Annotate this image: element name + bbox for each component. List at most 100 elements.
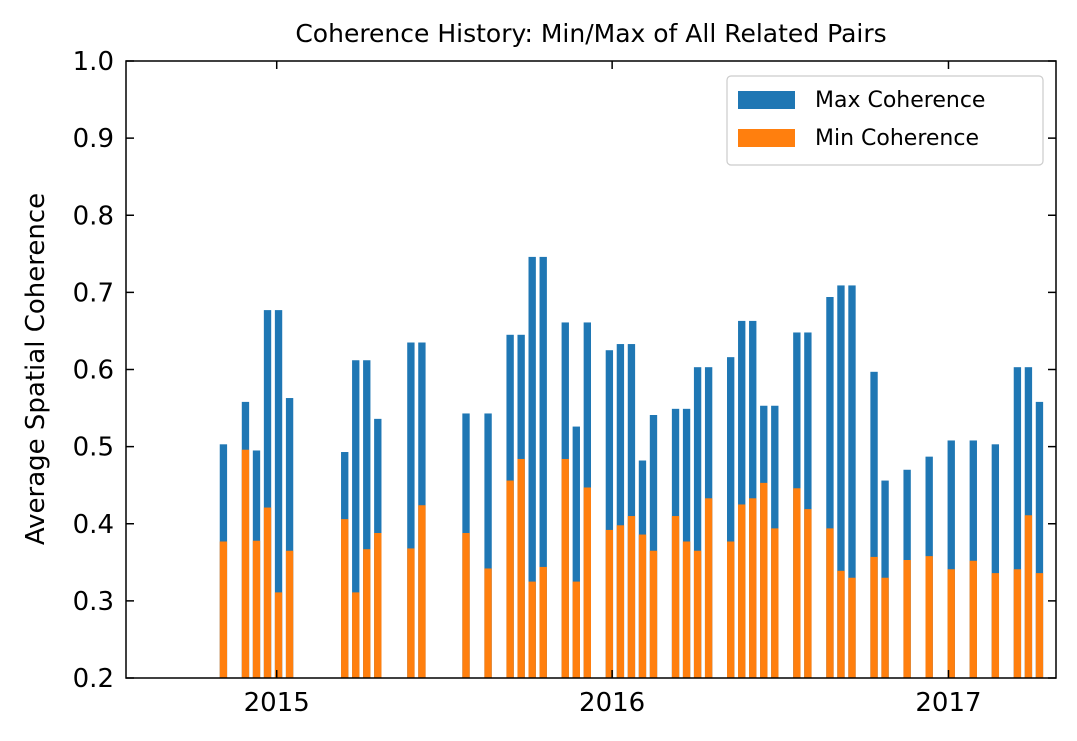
min-coherence-bar bbox=[793, 488, 801, 678]
max-coherence-bar bbox=[991, 444, 1000, 678]
min-coherence-bar bbox=[760, 482, 768, 678]
min-coherence-bar bbox=[528, 581, 536, 678]
legend-swatch-min bbox=[738, 129, 795, 147]
min-coherence-bar bbox=[484, 568, 492, 678]
min-coherence-bar bbox=[363, 549, 371, 678]
min-coherence-bar bbox=[274, 592, 283, 678]
x-tick-label: 2017 bbox=[915, 688, 981, 718]
min-coherence-bar bbox=[616, 525, 625, 678]
min-coherence-bar bbox=[837, 570, 845, 678]
min-coherence-bar bbox=[374, 533, 382, 678]
min-coherence-bar bbox=[727, 541, 735, 678]
min-coherence-bar bbox=[517, 458, 525, 678]
min-coherence-bar bbox=[605, 529, 614, 678]
min-coherence-bar bbox=[561, 458, 569, 678]
min-coherence-bar bbox=[352, 592, 360, 678]
min-coherence-bar bbox=[682, 541, 691, 678]
max-coherence-bar bbox=[738, 320, 746, 678]
y-tick-label: 0.4 bbox=[73, 510, 114, 540]
min-coherence-bar bbox=[1013, 569, 1022, 678]
bars-layer bbox=[219, 256, 1044, 678]
max-coherence-bar bbox=[572, 426, 580, 678]
min-coherence-bar bbox=[219, 541, 228, 678]
min-coherence-bar bbox=[252, 540, 261, 678]
y-axis-label: Average Spatial Coherence bbox=[21, 193, 51, 545]
max-coherence-bar bbox=[1013, 367, 1022, 678]
min-coherence-bar bbox=[241, 449, 250, 678]
max-coherence-bar bbox=[826, 297, 834, 678]
legend-swatch-max bbox=[738, 91, 795, 109]
max-coherence-bar bbox=[274, 310, 283, 678]
min-coherence-bar bbox=[991, 573, 1000, 678]
x-tick-label: 2016 bbox=[579, 688, 645, 718]
legend: Max Coherence Min Coherence bbox=[726, 75, 1044, 166]
max-coherence-bar bbox=[804, 332, 812, 678]
max-coherence-bar bbox=[627, 344, 636, 678]
x-tick-label: 2015 bbox=[244, 688, 310, 718]
max-coherence-bar bbox=[263, 310, 272, 678]
min-coherence-bar bbox=[1035, 573, 1044, 678]
min-coherence-bar bbox=[627, 516, 636, 678]
min-coherence-bar bbox=[1024, 515, 1033, 678]
max-coherence-bar bbox=[1035, 401, 1044, 678]
max-coherence-bar bbox=[837, 285, 845, 678]
min-coherence-bar bbox=[693, 550, 702, 678]
min-coherence-bar bbox=[870, 556, 878, 678]
min-coherence-bar bbox=[771, 528, 779, 678]
max-coherence-bar bbox=[969, 440, 977, 678]
min-coherence-bar bbox=[903, 560, 911, 678]
max-coherence-bar bbox=[407, 342, 415, 678]
max-coherence-bar bbox=[285, 398, 294, 678]
y-tick-label: 0.5 bbox=[73, 433, 114, 463]
legend-box bbox=[726, 75, 1044, 166]
min-coherence-bar bbox=[341, 519, 349, 678]
min-coherence-bar bbox=[826, 528, 834, 678]
max-coherence-bar bbox=[848, 285, 856, 678]
min-coherence-bar bbox=[572, 581, 580, 678]
min-coherence-bar bbox=[407, 548, 415, 678]
min-coherence-bar bbox=[848, 577, 856, 678]
chart-title: Coherence History: Min/Max of All Relate… bbox=[295, 19, 886, 48]
min-coherence-bar bbox=[969, 560, 977, 678]
y-tick-label: 1.0 bbox=[73, 47, 114, 77]
min-coherence-bar bbox=[749, 498, 757, 678]
legend-label-min: Min Coherence bbox=[815, 126, 979, 151]
min-coherence-bar bbox=[583, 487, 591, 678]
min-coherence-bar bbox=[704, 498, 713, 678]
max-coherence-bar bbox=[539, 256, 547, 678]
min-coherence-bar bbox=[418, 505, 426, 678]
y-tick-label: 0.6 bbox=[73, 356, 114, 386]
max-coherence-bar bbox=[616, 344, 625, 678]
max-coherence-bar bbox=[363, 360, 371, 678]
y-tick-label: 0.7 bbox=[73, 278, 114, 308]
min-coherence-bar bbox=[947, 569, 955, 678]
max-coherence-bar bbox=[605, 350, 614, 678]
min-coherence-bar bbox=[649, 550, 658, 678]
min-coherence-bar bbox=[925, 556, 933, 678]
min-coherence-bar bbox=[804, 509, 812, 678]
max-coherence-bar bbox=[693, 367, 702, 678]
min-coherence-bar bbox=[506, 480, 514, 678]
max-coherence-bar bbox=[528, 256, 536, 678]
max-coherence-bar bbox=[649, 415, 658, 678]
legend-label-max: Max Coherence bbox=[815, 88, 985, 113]
max-coherence-bar bbox=[484, 413, 492, 678]
max-coherence-bar bbox=[947, 440, 955, 678]
min-coherence-bar bbox=[462, 533, 470, 678]
max-coherence-bar bbox=[727, 357, 735, 678]
min-coherence-bar bbox=[285, 550, 294, 678]
min-coherence-bar bbox=[671, 516, 680, 678]
min-coherence-bar bbox=[263, 507, 272, 678]
y-tick-label: 0.9 bbox=[73, 124, 114, 154]
min-coherence-bar bbox=[638, 534, 647, 678]
y-tick-label: 0.8 bbox=[73, 201, 114, 231]
min-coherence-bar bbox=[539, 566, 547, 678]
y-tick-label: 0.2 bbox=[73, 664, 114, 694]
y-tick-label: 0.3 bbox=[73, 587, 114, 617]
max-coherence-bar bbox=[352, 360, 360, 678]
min-coherence-bar bbox=[881, 577, 889, 678]
axis-ticks: 0.2 0.3 0.4 0.5 0.6 0.7 0.8 0.9 1.0 2015 2016 2017 bbox=[73, 47, 1056, 718]
max-coherence-bar bbox=[870, 371, 878, 678]
min-coherence-bar bbox=[738, 504, 746, 678]
